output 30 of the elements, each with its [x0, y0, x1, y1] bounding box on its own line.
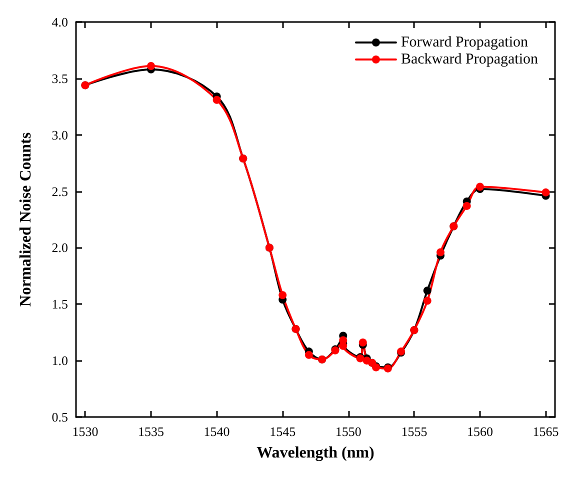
point	[147, 62, 156, 70]
x-tick-label: 1535	[138, 424, 164, 439]
point	[212, 96, 221, 104]
point	[423, 286, 432, 295]
y-tick-label: 0.5	[52, 410, 68, 424]
y-tick-label: 3.5	[52, 70, 68, 86]
y-tick-label: 2.5	[52, 184, 68, 199]
x-tick-label: 1530	[72, 424, 98, 439]
x-tick-label: 1555	[401, 424, 428, 439]
point	[542, 188, 550, 196]
y-tick-label: 1.5	[52, 296, 68, 312]
y-tick-label: 2.0	[52, 240, 68, 256]
point	[462, 202, 471, 210]
x-tick-label: 1545	[270, 424, 296, 439]
legend-label: Forward Propagation	[400, 34, 529, 50]
y-tick-label: 4.0	[52, 14, 68, 30]
point	[423, 296, 432, 305]
legend-label: Backward Propagation	[400, 52, 538, 68]
x-tick-label: 1550	[335, 424, 362, 439]
point	[304, 350, 313, 359]
point	[476, 182, 484, 191]
x-tick-label: 1540	[204, 424, 230, 439]
x-tick-label: 1565	[532, 424, 559, 439]
x-axis-title: Wavelength (nm)	[256, 444, 374, 462]
x-tick-label: 1560	[466, 424, 493, 439]
point	[278, 291, 287, 300]
y-tick-label: 3.0	[52, 127, 68, 142]
y-tick-label: 1.0	[52, 353, 68, 368]
point	[436, 248, 445, 256]
y-axis-title: Normalized Noise Counts	[18, 132, 34, 307]
